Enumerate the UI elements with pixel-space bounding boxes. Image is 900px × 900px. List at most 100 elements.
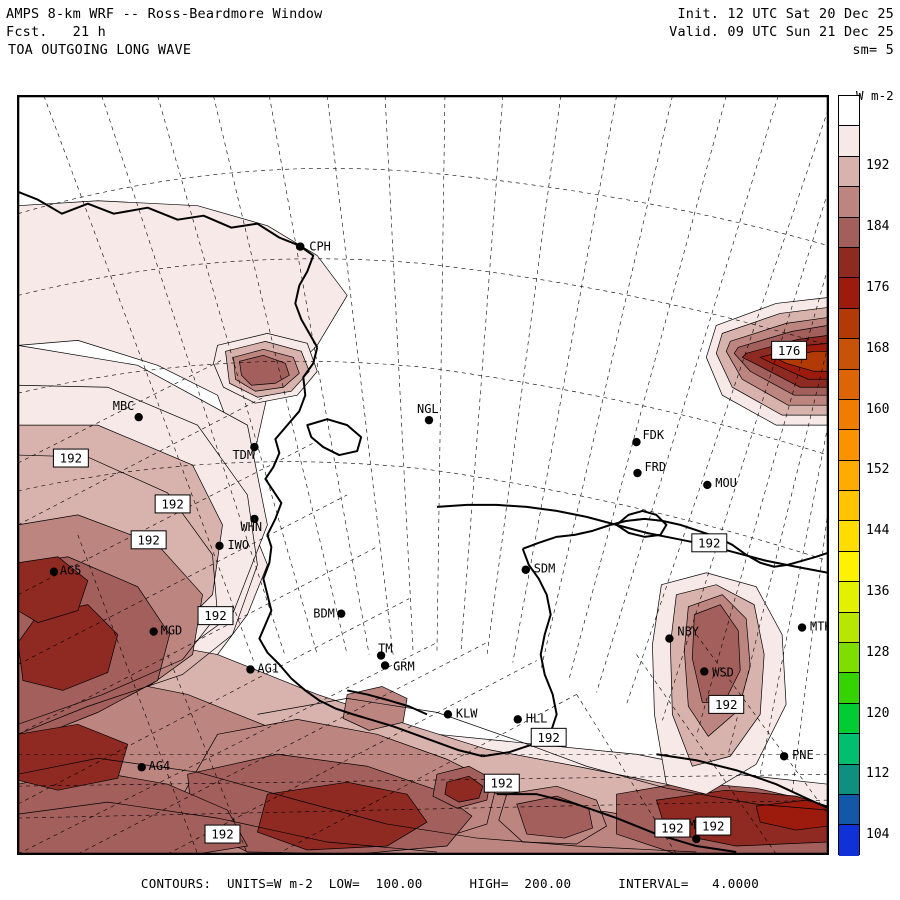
station-marker <box>337 609 346 618</box>
station-marker <box>443 710 453 719</box>
station-marker <box>134 412 143 422</box>
colorbar-swatch <box>839 460 859 492</box>
colorbar-swatch <box>839 399 859 431</box>
station-label: CPH <box>309 240 331 254</box>
contour-value-label: 192 <box>211 827 234 842</box>
station-marker <box>633 468 642 478</box>
station-marker <box>296 242 305 251</box>
contour-label-box <box>695 816 732 836</box>
station-marker <box>703 480 712 490</box>
coastline-layer <box>18 190 828 853</box>
colorbar-swatch <box>839 308 859 340</box>
station-layer: CPH MBC TDM NGL FDK FRD MOU WHN IWO AG5 SDM BDM MGD N… <box>49 240 828 844</box>
colorbar-swatch <box>839 643 859 674</box>
station-marker <box>779 752 789 761</box>
contour-label-box <box>197 606 234 626</box>
station-label: MGD <box>161 624 183 638</box>
colorbar-swatch <box>839 582 859 613</box>
contour-value-label: 192 <box>661 821 684 836</box>
station-label: AG1 <box>257 661 279 675</box>
colorbar-swatch <box>839 247 859 279</box>
contour-label-box <box>483 773 520 793</box>
field-name: TOA OUTGOING LONG WAVE <box>8 42 192 58</box>
colorbar-tick-label: 184 <box>866 219 890 235</box>
contours-caption: CONTOURS: UNITS=W m-2 LOW= 100.00 HIGH= … <box>140 876 760 891</box>
contour-label-box <box>654 818 691 838</box>
contour-label-box <box>154 494 191 514</box>
contour-label-layer: 192 192 192 192 192 192 192 192 192 192 192 176 <box>52 340 808 844</box>
colorbar-swatch <box>839 551 859 583</box>
station-marker <box>513 715 522 724</box>
contour-label-box <box>204 824 241 844</box>
contour-label-box <box>691 533 728 553</box>
colorbar-swatch <box>839 369 859 400</box>
station-marker <box>692 834 701 844</box>
station-marker <box>246 665 255 674</box>
contour-value-label: 176 <box>778 343 801 358</box>
colorbar-tick-label: 112 <box>866 766 890 782</box>
colorbar-tick-label: 104 <box>866 827 890 843</box>
station-label: NBY <box>677 625 699 639</box>
station-marker <box>137 763 146 772</box>
colorbar-swatch <box>839 521 859 552</box>
contour-value-label: 192 <box>698 535 721 550</box>
station-label: HLL <box>526 711 548 725</box>
contour-value-label: 192 <box>491 776 514 791</box>
smoothing-value: sm= 5 <box>852 42 894 58</box>
station-label: FRD <box>644 460 666 474</box>
station-label: FDK <box>642 428 664 442</box>
contour-value-label: 192 <box>137 532 160 547</box>
colorbar-tick-label: 128 <box>866 644 890 660</box>
station-marker <box>665 634 674 643</box>
colorbar-units-label: W m-2 <box>856 88 894 103</box>
station-marker <box>376 651 386 660</box>
colorbar-swatch <box>839 794 859 826</box>
contour-label-box <box>708 694 745 714</box>
station-marker <box>250 442 259 452</box>
colorbar-swatch <box>839 673 859 704</box>
colorbar-tick-label: 120 <box>866 705 890 721</box>
contour-line-layer <box>18 384 828 853</box>
station-marker <box>149 627 158 636</box>
colorbar-swatch <box>839 156 859 188</box>
station-marker <box>797 623 807 632</box>
station-label: AG4 <box>149 759 171 773</box>
init-time: Init. 12 UTC Sat 20 Dec 25 <box>677 6 894 22</box>
colorbar[interactable] <box>838 95 860 856</box>
colorbar-tick-label: 136 <box>866 584 890 600</box>
colorbar-swatch <box>839 217 859 248</box>
station-label: SDM <box>534 562 556 576</box>
colorbar-swatch <box>839 703 859 735</box>
colorbar-swatch <box>839 278 859 309</box>
colorbar-swatch <box>839 764 859 795</box>
colorbar-swatch <box>839 491 859 522</box>
colorbar-tick-label: 152 <box>866 462 890 478</box>
station-label: MOU <box>715 476 737 490</box>
station-label: BDM <box>313 607 335 621</box>
contour-value-label: 192 <box>60 451 83 466</box>
contour-value-label: 192 <box>702 819 725 834</box>
station-label: TM <box>378 642 392 656</box>
contour-label-box <box>530 727 567 747</box>
colorbar-tick-label: 192 <box>866 158 890 174</box>
forecast-hour: Fcst. 21 h <box>6 24 106 40</box>
station-marker <box>521 565 530 574</box>
station-label: WSD <box>712 665 734 679</box>
station-label: AG5 <box>60 564 82 578</box>
station-marker <box>215 541 224 551</box>
station-label: IWO <box>227 538 249 552</box>
station-label: WHN <box>240 520 262 534</box>
colorbar-swatch <box>839 734 859 765</box>
station-marker <box>700 667 709 676</box>
header-block: AMPS 8-km WRF -- Ross-Beardmore Window F… <box>0 0 900 70</box>
map-plot-area: CPH MBC TDM NGL FDK FRD MOU WHN IWO AG5 SDM BDM MGD N… <box>17 95 829 855</box>
contour-label-box <box>771 340 808 360</box>
station-label: TDM <box>232 448 254 462</box>
station-label: MTK <box>810 620 828 634</box>
station-label: PNE <box>792 748 814 762</box>
colorbar-swatch <box>839 612 859 644</box>
colorbar-swatch <box>839 430 859 461</box>
contour-label-box <box>130 530 167 550</box>
contour-value-label: 192 <box>715 697 738 712</box>
station-label: GRM <box>393 659 415 673</box>
